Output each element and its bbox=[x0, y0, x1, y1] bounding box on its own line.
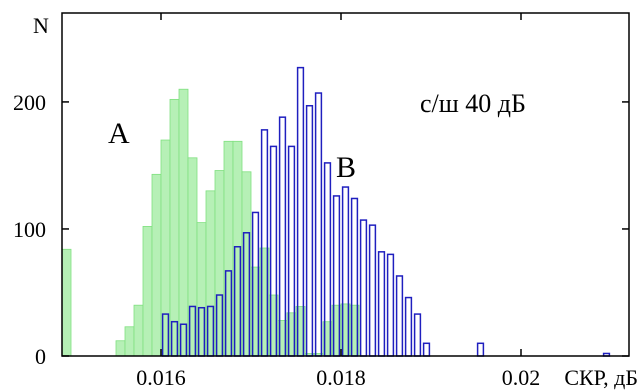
series-a-annotation: A bbox=[108, 117, 130, 150]
y-axis-label: N bbox=[33, 13, 49, 38]
bar-series-b bbox=[422, 342, 431, 357]
bar-series-a bbox=[124, 326, 135, 357]
bar-series-b bbox=[179, 323, 188, 357]
bar-series-b bbox=[170, 320, 179, 357]
bar-series-b bbox=[278, 116, 287, 357]
bars-layer bbox=[61, 66, 611, 357]
bar-series-b bbox=[242, 232, 251, 357]
bar-series-b bbox=[332, 195, 341, 357]
bar-series-b bbox=[287, 145, 296, 357]
plot-frame bbox=[61, 12, 630, 357]
y-tick-label: 0 bbox=[35, 344, 46, 369]
ticks-layer: 0.016 0.018 0.02 0 100 200 bbox=[13, 13, 629, 390]
bar-series-b bbox=[215, 294, 224, 357]
y-tick-label: 100 bbox=[13, 217, 46, 242]
bar-series-b bbox=[224, 270, 233, 357]
bar-series-b bbox=[233, 245, 242, 357]
bar-series-a bbox=[169, 98, 180, 357]
bar-series-a bbox=[151, 173, 162, 357]
y-tick-label: 200 bbox=[13, 90, 46, 115]
bar-series-b bbox=[323, 162, 332, 357]
bar-series-b bbox=[377, 251, 386, 357]
bar-series-b bbox=[296, 66, 305, 357]
bar-series-b bbox=[305, 104, 314, 357]
bar-series-a bbox=[115, 340, 126, 357]
bar-series-b bbox=[341, 186, 350, 357]
bar-series-b bbox=[161, 313, 170, 357]
bar-series-b bbox=[395, 275, 404, 357]
bar-series-b bbox=[260, 129, 269, 357]
bar-series-b bbox=[206, 305, 215, 357]
bar-series-a bbox=[61, 248, 72, 357]
x-tick-label: 0.02 bbox=[502, 365, 541, 390]
bar-series-a bbox=[133, 304, 144, 357]
bar-series-b bbox=[269, 145, 278, 357]
x-tick-label: 0.018 bbox=[316, 365, 366, 390]
bar-series-b bbox=[368, 224, 377, 357]
bar-series-b bbox=[188, 305, 197, 357]
series-b-annotation: B bbox=[336, 151, 356, 184]
bar-series-b bbox=[359, 219, 368, 357]
bar-series-b bbox=[314, 92, 323, 357]
bar-series-b bbox=[386, 253, 395, 357]
bar-series-b bbox=[404, 296, 413, 357]
bar-series-b bbox=[413, 313, 422, 357]
bar-series-a bbox=[178, 88, 189, 357]
bar-series-b bbox=[476, 342, 485, 357]
bar-series-b bbox=[350, 197, 359, 357]
x-tick-label: 0.016 bbox=[136, 365, 186, 390]
snr-annotation: с/ш 40 дБ bbox=[420, 89, 526, 118]
bar-series-b bbox=[197, 306, 206, 357]
x-axis-label: СКР, дБ bbox=[564, 365, 638, 390]
bar-series-a bbox=[142, 226, 153, 357]
bar-series-b bbox=[251, 211, 260, 357]
